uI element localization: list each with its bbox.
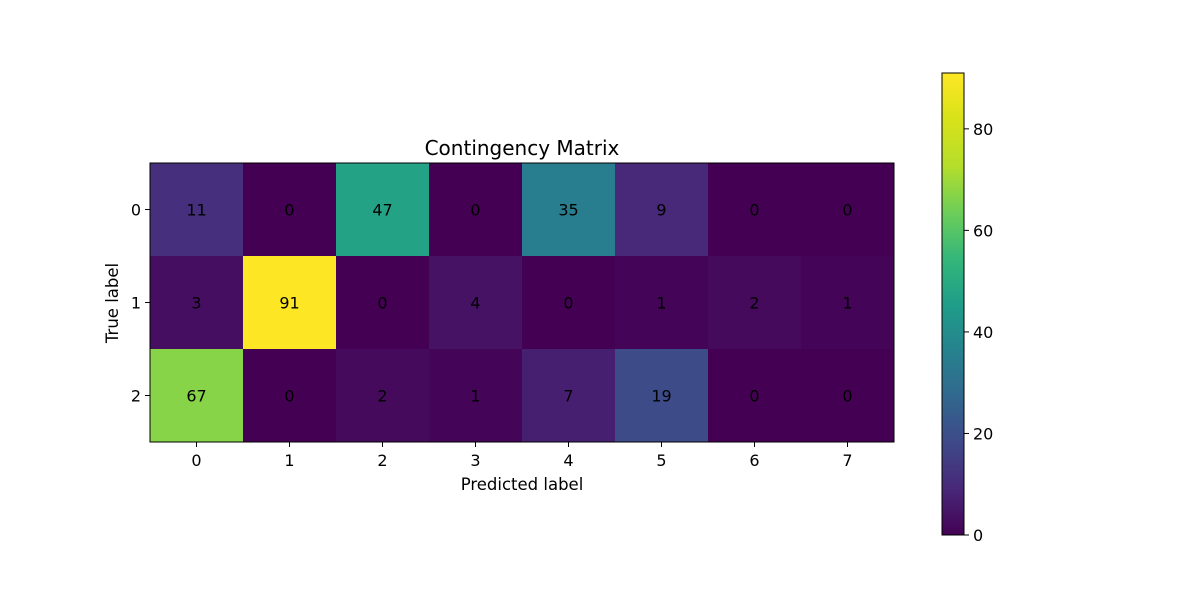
colorbar-tick-label: 0 bbox=[973, 526, 983, 545]
colorbar-tick-label: 60 bbox=[973, 221, 993, 240]
heatmap-cell bbox=[150, 256, 244, 350]
cell-value-label: 35 bbox=[558, 201, 578, 220]
heatmap-cell bbox=[708, 163, 802, 257]
x-axis-label: Predicted label bbox=[461, 475, 584, 494]
cell-value-label: 4 bbox=[470, 294, 480, 313]
heatmap-cell bbox=[522, 163, 616, 257]
heatmap-cell bbox=[243, 256, 337, 350]
heatmap-cell bbox=[522, 349, 616, 443]
cell-value-label: 7 bbox=[563, 387, 573, 406]
x-tick-label: 7 bbox=[842, 451, 852, 470]
cell-value-label: 2 bbox=[377, 387, 387, 406]
cell-value-label: 0 bbox=[284, 387, 294, 406]
heatmap-cell bbox=[336, 163, 430, 257]
cell-value-label: 0 bbox=[470, 201, 480, 220]
colorbar-axis: 0 20 40 60 80 bbox=[964, 120, 993, 545]
cell-value-label: 0 bbox=[284, 201, 294, 220]
heatmap-cell bbox=[243, 349, 337, 443]
x-tick-label: 5 bbox=[656, 451, 666, 470]
chart-title: Contingency Matrix bbox=[425, 136, 620, 160]
x-tick-label: 4 bbox=[563, 451, 573, 470]
heatmap-cell bbox=[429, 256, 523, 350]
heatmap-cell bbox=[708, 256, 802, 350]
cell-value-label: 11 bbox=[186, 201, 206, 220]
heatmap-cell bbox=[615, 256, 709, 350]
y-axis-label: True label bbox=[103, 263, 122, 344]
y-tick-label: 1 bbox=[131, 294, 141, 313]
x-tick-label: 1 bbox=[284, 451, 294, 470]
cell-value-label: 67 bbox=[186, 387, 206, 406]
heatmap-cell bbox=[336, 349, 430, 443]
heatmap-cell bbox=[150, 163, 244, 257]
x-tick-label: 6 bbox=[749, 451, 759, 470]
cell-value-label: 0 bbox=[842, 387, 852, 406]
heatmap-cell bbox=[429, 349, 523, 443]
heatmap-cells: 11 0 47 0 35 9 0 0 3 91 0 4 0 1 2 1 67 0 2 1 7 19 0 0 bbox=[150, 163, 895, 443]
cell-value-label: 1 bbox=[842, 294, 852, 313]
x-tick-label: 2 bbox=[377, 451, 387, 470]
heatmap-cell bbox=[615, 163, 709, 257]
heatmap-cell bbox=[336, 256, 430, 350]
cell-value-label: 0 bbox=[377, 294, 387, 313]
x-tick-label: 0 bbox=[191, 451, 201, 470]
y-axis: 0 1 2 bbox=[131, 201, 150, 406]
cell-value-label: 2 bbox=[749, 294, 759, 313]
colorbar-tick-label: 80 bbox=[973, 120, 993, 139]
cell-value-label: 0 bbox=[749, 387, 759, 406]
cell-value-label: 3 bbox=[191, 294, 201, 313]
cell-value-label: 0 bbox=[749, 201, 759, 220]
cell-value-label: 0 bbox=[842, 201, 852, 220]
heatmap-cell bbox=[243, 163, 337, 257]
cell-value-label: 91 bbox=[279, 294, 299, 313]
heatmap-cell bbox=[429, 163, 523, 257]
cell-value-label: 1 bbox=[656, 294, 666, 313]
heatmap-cell bbox=[522, 256, 616, 350]
heatmap-cell bbox=[708, 349, 802, 443]
y-tick-label: 0 bbox=[131, 201, 141, 220]
heatmap-cell bbox=[801, 256, 895, 350]
cell-value-label: 1 bbox=[470, 387, 480, 406]
colorbar-tick-label: 40 bbox=[973, 323, 993, 342]
heatmap-cell bbox=[801, 163, 895, 257]
cell-value-label: 19 bbox=[651, 387, 671, 406]
heatmap-cell bbox=[150, 349, 244, 443]
cell-value-label: 47 bbox=[372, 201, 392, 220]
cell-value-label: 0 bbox=[563, 294, 573, 313]
x-axis: 0 1 2 3 4 5 6 7 bbox=[191, 442, 853, 470]
colorbar bbox=[941, 72, 965, 536]
x-tick-label: 3 bbox=[470, 451, 480, 470]
heatmap-cell bbox=[615, 349, 709, 443]
cell-value-label: 9 bbox=[656, 201, 666, 220]
y-tick-label: 2 bbox=[131, 387, 141, 406]
colorbar-tick-label: 20 bbox=[973, 424, 993, 443]
heatmap-cell bbox=[801, 349, 895, 443]
